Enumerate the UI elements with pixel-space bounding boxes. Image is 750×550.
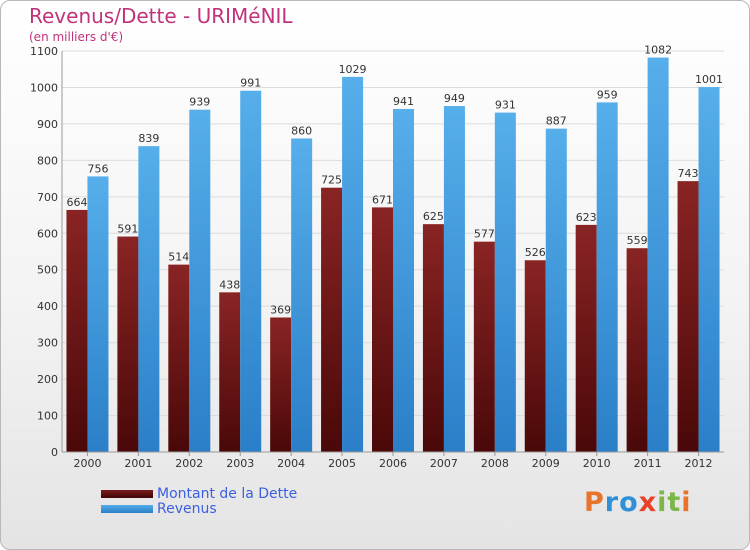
x-tick-label: 2012 [685, 457, 713, 470]
chart-subtitle: (en milliers d'€) [29, 30, 124, 44]
bar-dette-value-label: 725 [321, 174, 342, 187]
legend-label-revenus: Revenus [157, 501, 217, 517]
bar-dette [626, 248, 648, 452]
x-tick-label: 2006 [379, 457, 407, 470]
x-tick-label: 2001 [124, 457, 152, 470]
bar-revenus-value-label: 1029 [339, 63, 367, 76]
y-tick-label: 300 [37, 337, 58, 350]
x-tick-label: 2003 [226, 457, 254, 470]
bar-dette-value-label: 526 [525, 246, 546, 259]
bar-dette-value-label: 743 [678, 167, 699, 180]
x-tick-label: 2009 [532, 457, 560, 470]
bar-revenus-value-label: 949 [444, 92, 465, 105]
bar-revenus [698, 87, 720, 452]
bar-dette-value-label: 514 [168, 251, 189, 264]
bar-revenus [596, 102, 618, 452]
bar-dette [524, 260, 546, 452]
x-tick-label: 2005 [328, 457, 356, 470]
y-tick-label: 1000 [30, 81, 58, 94]
x-tick-label: 2008 [481, 457, 509, 470]
bar-dette [677, 181, 699, 452]
bar-dette-value-label: 591 [117, 223, 138, 236]
bar-revenus-value-label: 959 [597, 88, 618, 101]
y-tick-label: 600 [37, 227, 58, 240]
bar-revenus [342, 76, 364, 453]
y-tick-label: 500 [37, 264, 58, 277]
bar-revenus [494, 112, 516, 452]
y-tick-label: 900 [37, 118, 58, 131]
bar-revenus-value-label: 941 [393, 95, 414, 108]
legend-label-dette: Montant de la Dette [157, 486, 298, 502]
bar-dette [219, 292, 241, 452]
bar-dette [321, 187, 343, 453]
legend-swatch-dette [101, 490, 153, 498]
bar-dette-value-label: 438 [219, 278, 240, 291]
bars-layer [66, 57, 720, 453]
bar-dette [473, 241, 495, 452]
bar-revenus [240, 90, 262, 453]
legend-swatch-revenus [101, 505, 153, 513]
bar-dette [168, 264, 190, 452]
bar-revenus [545, 128, 567, 452]
bar-revenus-value-label: 939 [189, 96, 210, 109]
bar-revenus [138, 146, 160, 452]
bar-dette-value-label: 671 [372, 193, 393, 206]
axis-layer: 0 100 200 300 400 500 600 700 800 900 1000 1100 2000… [30, 45, 724, 470]
x-tick-label: 2007 [430, 457, 458, 470]
bar-dette-value-label: 623 [576, 211, 597, 224]
bar-dette-value-label: 369 [270, 303, 291, 316]
bar-revenus-value-label: 991 [240, 77, 261, 90]
bar-revenus [647, 57, 669, 452]
bar-revenus [443, 106, 465, 453]
bar-dette [422, 224, 444, 452]
bar-dette [117, 236, 139, 452]
y-tick-label: 200 [37, 373, 58, 386]
bar-dette-value-label: 664 [66, 196, 87, 209]
bar-dette-value-label: 559 [627, 234, 648, 247]
bar-revenus-value-label: 860 [291, 124, 312, 137]
x-tick-label: 2010 [583, 457, 611, 470]
bar-dette [270, 317, 292, 452]
bar-dette [372, 207, 393, 452]
x-tick-label: 2004 [277, 457, 305, 470]
chart-title: Revenus/Dette - URIMéNIL [29, 4, 293, 28]
x-tick-label: 2011 [634, 457, 662, 470]
bar-dette [575, 224, 597, 452]
y-tick-label: 1100 [30, 45, 58, 58]
x-tick-label: 2000 [73, 457, 101, 470]
y-tick-label: 700 [37, 191, 58, 204]
labels-layer: 664 756 591 839 514 939 438 991 369 860 725 1029 671… [66, 44, 723, 317]
bar-dette-value-label: 577 [474, 228, 495, 241]
proxiti-logo: Proxiti [584, 487, 692, 518]
bar-revenus-value-label: 756 [87, 162, 108, 175]
bar-revenus [189, 109, 211, 452]
bar-revenus-value-label: 839 [138, 132, 159, 145]
y-tick-label: 0 [51, 446, 58, 459]
bar-revenus [291, 138, 313, 452]
bar-revenus-value-label: 1001 [695, 73, 723, 86]
bar-revenus-value-label: 887 [546, 115, 567, 128]
bar-revenus [393, 108, 414, 452]
bar-revenus [87, 176, 109, 453]
y-tick-label: 100 [37, 410, 58, 423]
bar-dette [66, 209, 88, 452]
y-tick-label: 400 [37, 300, 58, 313]
x-tick-label: 2002 [175, 457, 203, 470]
bar-dette-value-label: 625 [423, 210, 444, 223]
bar-revenus-value-label: 1082 [644, 44, 672, 57]
y-tick-label: 800 [37, 154, 58, 167]
bar-revenus-value-label: 931 [495, 99, 516, 112]
